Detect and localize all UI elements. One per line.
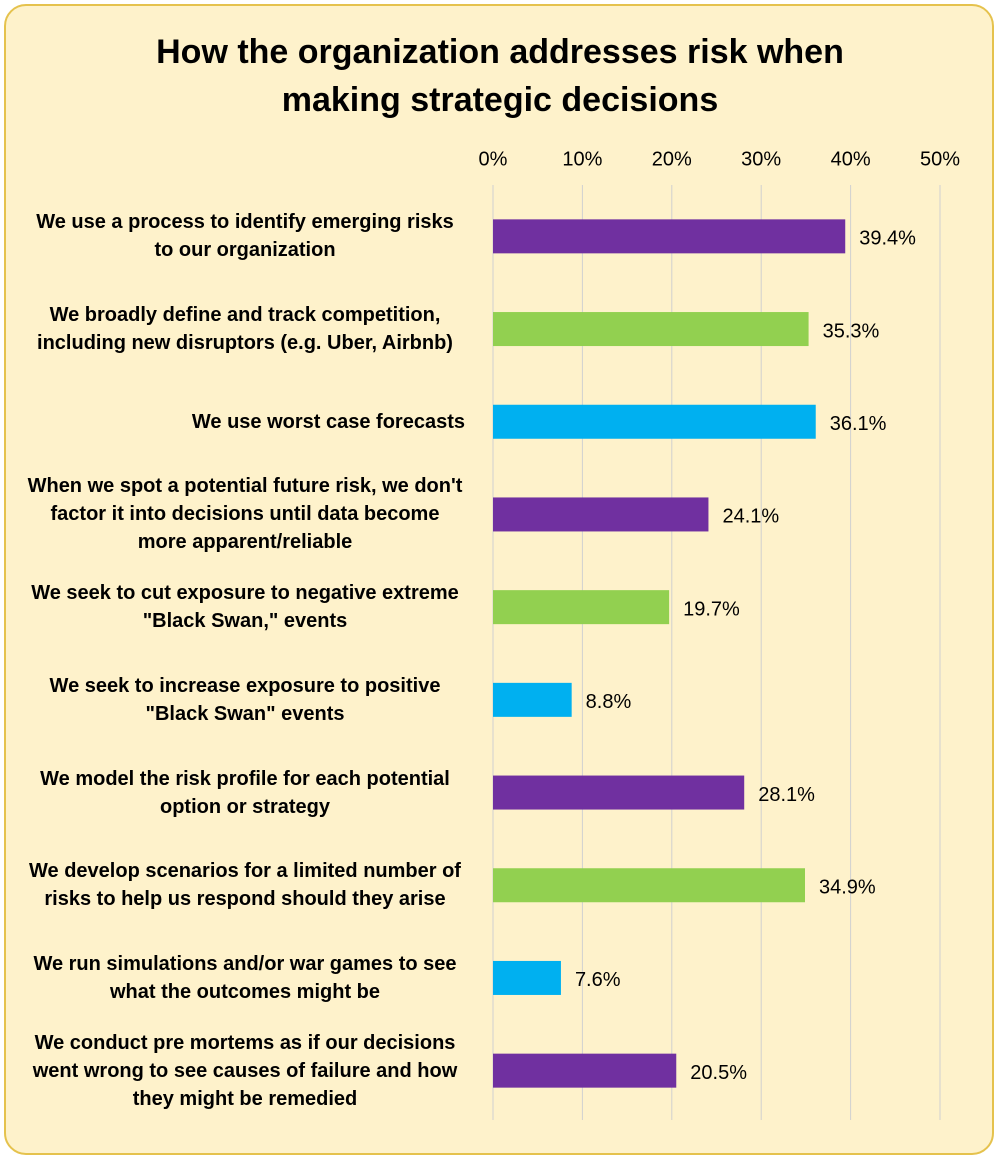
category-label-box: We model the risk profile for each poten… xyxy=(25,746,465,839)
value-label: 19.7% xyxy=(683,598,740,620)
bar xyxy=(493,590,670,625)
value-label: 34.9% xyxy=(819,877,876,899)
category-label-box: We use a process to identify emerging ri… xyxy=(25,190,465,283)
category-label-box: We conduct pre mortems as if our decisio… xyxy=(25,1024,465,1117)
x-tick-label: 40% xyxy=(831,148,871,170)
value-label: 39.4% xyxy=(859,228,916,250)
y-tick-label: We use a process to identify emerging ri… xyxy=(36,211,454,262)
bar xyxy=(493,682,572,717)
y-tick-label: We broadly define and track competition,… xyxy=(37,304,453,355)
value-label: 7.6% xyxy=(575,969,621,991)
category-label-box: We run simulations and/or war games to s… xyxy=(25,932,465,1025)
bar xyxy=(493,497,709,532)
bar xyxy=(493,312,809,347)
value-label: 20.5% xyxy=(690,1062,747,1084)
category-label-box: We develop scenarios for a limited numbe… xyxy=(25,839,465,932)
y-tick-label: When we spot a potential future risk, we… xyxy=(27,475,463,554)
y-tick-label: We seek to increase exposure to positive… xyxy=(49,674,441,725)
value-label: 36.1% xyxy=(830,413,887,435)
y-tick-label: We conduct pre mortems as if our decisio… xyxy=(32,1031,458,1110)
x-tick-label: 10% xyxy=(562,148,602,170)
y-tick-label: We model the risk profile for each poten… xyxy=(40,767,450,818)
y-tick-label: We seek to cut exposure to negative extr… xyxy=(31,582,459,633)
category-label-box: When we spot a potential future risk, we… xyxy=(25,468,465,561)
bar xyxy=(493,960,561,995)
x-tick-label: 30% xyxy=(741,148,781,170)
value-label: 8.8% xyxy=(586,691,632,713)
y-tick-label: We develop scenarios for a limited numbe… xyxy=(29,860,461,911)
category-label-box: We broadly define and track competition,… xyxy=(25,283,465,376)
category-label-box: We seek to increase exposure to positive… xyxy=(25,654,465,747)
value-label: 24.1% xyxy=(722,506,779,528)
chart-title: How the organization addresses risk when… xyxy=(156,33,844,119)
bar xyxy=(493,775,745,810)
x-tick-label: 0% xyxy=(479,148,508,170)
category-label-box: We seek to cut exposure to negative extr… xyxy=(25,561,465,654)
value-label: 35.3% xyxy=(823,320,880,342)
y-tick-label: We run simulations and/or war games to s… xyxy=(33,952,457,1003)
bar xyxy=(493,868,806,903)
bar xyxy=(493,219,846,254)
x-tick-label: 50% xyxy=(920,148,960,170)
category-label-box: We use worst case forecasts xyxy=(25,375,465,468)
y-tick-label: We use worst case forecasts xyxy=(191,410,465,433)
bar xyxy=(493,404,816,439)
value-label: 28.1% xyxy=(758,784,815,806)
x-tick-label: 20% xyxy=(652,148,692,170)
bar xyxy=(493,1053,677,1088)
